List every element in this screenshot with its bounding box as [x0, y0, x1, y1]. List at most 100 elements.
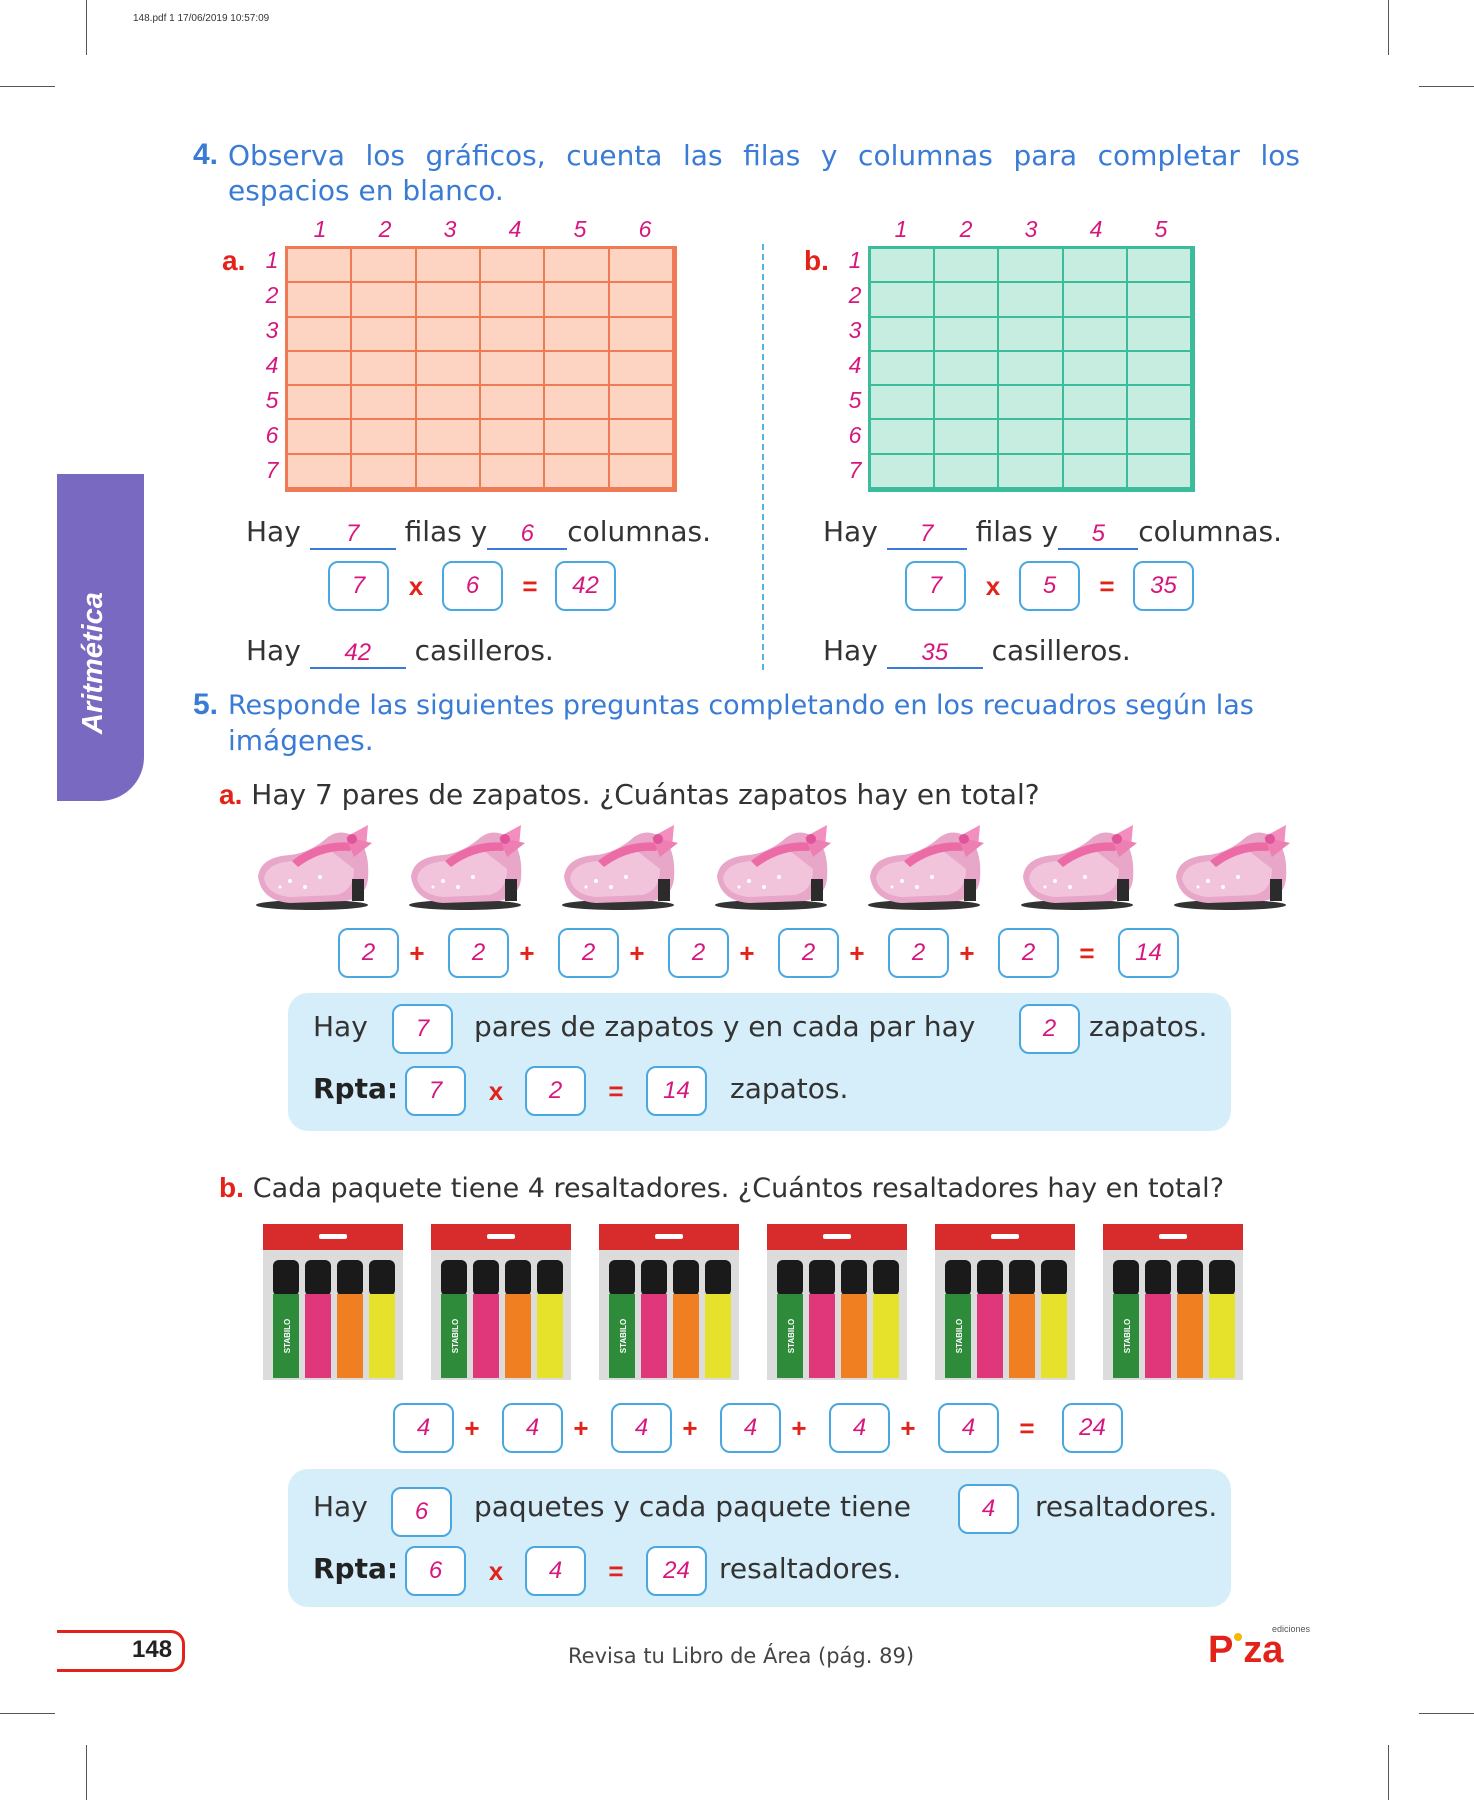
grid-cell	[416, 317, 481, 352]
print-meta: 148.pdf 1 17/06/2019 10:57:09	[133, 13, 270, 24]
addend-box[interactable]: 4	[829, 1403, 890, 1453]
per-pair-answer-box[interactable]: 2	[1019, 1004, 1080, 1054]
columnas-label: columnas.	[1138, 515, 1282, 548]
shoe-icon	[403, 817, 533, 912]
question-5-line-1: Responde las siguientes preguntas comple…	[228, 690, 1254, 721]
answer-box[interactable]: 7	[328, 561, 389, 611]
rows-answer[interactable]: 7	[886, 520, 967, 550]
grid-cell	[1127, 351, 1192, 387]
grid-cell	[288, 249, 353, 284]
grid-cell	[999, 249, 1064, 284]
grid-cell	[481, 249, 546, 284]
rows-answer[interactable]: 7	[309, 520, 396, 550]
grid-a	[285, 246, 677, 492]
grid-a-rows-cols-sentence: Hay 7 filas y 6 columnas.	[246, 515, 711, 550]
row-number: 2	[265, 282, 279, 308]
crop-mark	[1388, 0, 1389, 55]
answer-box[interactable]: 42	[555, 561, 616, 611]
pairs-answer-box[interactable]: 7	[392, 1004, 453, 1054]
row-number: 7	[265, 457, 279, 483]
answer-box[interactable]: 7	[405, 1066, 466, 1116]
columnas-label: columnas.	[567, 515, 711, 548]
grid-cell	[481, 283, 546, 318]
question-5b: b. Cada paquete tiene 4 resaltadores. ¿C…	[219, 1171, 1224, 1204]
answer-box[interactable]: 4	[525, 1546, 586, 1596]
cols-answer[interactable]: 6	[487, 520, 568, 550]
grid-cell	[871, 351, 936, 387]
question-5a-text: Hay 7 pares de zapatos. ¿Cuántas zapatos…	[251, 778, 1040, 811]
answer-box[interactable]: 14	[646, 1066, 707, 1116]
answer-box[interactable]: 5	[1019, 561, 1080, 611]
grid-cell	[481, 454, 546, 489]
question-5-text: Responde las siguientes preguntas comple…	[228, 688, 1300, 758]
grid-cell	[999, 317, 1064, 352]
page-number-frame	[57, 1630, 185, 1672]
plus-sign: +	[629, 938, 645, 968]
answer-box[interactable]: 7	[905, 561, 966, 611]
hay-label: Hay	[823, 634, 878, 667]
grid-b-rows-cols-sentence: Hay 7 filas y 5 columnas.	[823, 515, 1282, 550]
addend-box[interactable]: 4	[938, 1403, 999, 1453]
section-side-tab: Aritmética	[57, 474, 144, 801]
svg-text:STABILO: STABILO	[619, 1319, 628, 1354]
addend-box[interactable]: 2	[668, 928, 729, 978]
sum-result-box[interactable]: 14	[1118, 928, 1179, 978]
svg-text:STABILO: STABILO	[451, 1319, 460, 1354]
grid-cell	[1063, 351, 1128, 387]
grid-cell	[871, 317, 936, 352]
addend-box[interactable]: 2	[448, 928, 509, 978]
addend-box[interactable]: 2	[888, 928, 949, 978]
grid-cell	[609, 420, 674, 455]
plus-sign: +	[900, 1413, 916, 1443]
grid-cell	[999, 283, 1064, 318]
answer-box[interactable]: 2	[525, 1066, 586, 1116]
svg-text:STABILO: STABILO	[787, 1319, 796, 1354]
column-number: 4	[1089, 216, 1103, 242]
equals-sign: =	[1079, 938, 1095, 968]
packs-answer-box[interactable]: 6	[391, 1487, 452, 1537]
column-number: 4	[508, 216, 522, 242]
addend-box[interactable]: 4	[611, 1403, 672, 1453]
grid-cell	[935, 420, 1000, 455]
crop-mark	[1419, 1713, 1474, 1714]
column-number: 3	[1024, 216, 1038, 242]
casilleros-answer[interactable]: 35	[886, 639, 983, 669]
answer-box[interactable]: 24	[646, 1546, 707, 1596]
grid-cell	[481, 351, 546, 387]
answer-box[interactable]: 35	[1133, 561, 1194, 611]
question-4-line-1: Observa los gráficos, cuenta las filas y column…	[228, 138, 1300, 173]
plus-sign: +	[739, 938, 755, 968]
addend-box[interactable]: 2	[778, 928, 839, 978]
per-pack-answer-box[interactable]: 4	[958, 1484, 1019, 1534]
addend-box[interactable]: 2	[998, 928, 1059, 978]
grid-cell	[481, 317, 546, 352]
addend-box[interactable]: 2	[558, 928, 619, 978]
answer-box[interactable]: 6	[442, 561, 503, 611]
addend-box[interactable]: 2	[338, 928, 399, 978]
row-number: 3	[848, 317, 862, 343]
grid-cell	[1063, 454, 1128, 489]
question-4-word: completar	[1097, 139, 1240, 172]
addend-box[interactable]: 4	[502, 1403, 563, 1453]
addend-box[interactable]: 4	[393, 1403, 454, 1453]
row-number: 1	[265, 247, 279, 273]
crop-mark	[1388, 1745, 1389, 1800]
casilleros-answer[interactable]: 42	[309, 639, 406, 669]
cols-answer[interactable]: 5	[1058, 520, 1139, 550]
hay-label: Hay	[823, 515, 878, 548]
answer-b-sentence-hay: Hay	[313, 1490, 368, 1523]
side-tab-label: Aritmética	[77, 592, 109, 734]
answer-box[interactable]: 6	[405, 1546, 466, 1596]
shoe-icon	[709, 817, 839, 912]
sum-result-box[interactable]: 24	[1062, 1403, 1123, 1453]
grid-cell	[935, 249, 1000, 284]
grid-cell	[871, 454, 936, 489]
equals-sign: =	[522, 571, 538, 601]
filas-label: filas y	[975, 515, 1059, 548]
addend-box[interactable]: 4	[720, 1403, 781, 1453]
column-number: 2	[378, 216, 392, 242]
rpta-b-label: Rpta:	[313, 1552, 399, 1585]
grid-cell	[935, 317, 1000, 352]
question-4-word: filas	[743, 139, 801, 172]
times-sign: x	[408, 571, 424, 601]
